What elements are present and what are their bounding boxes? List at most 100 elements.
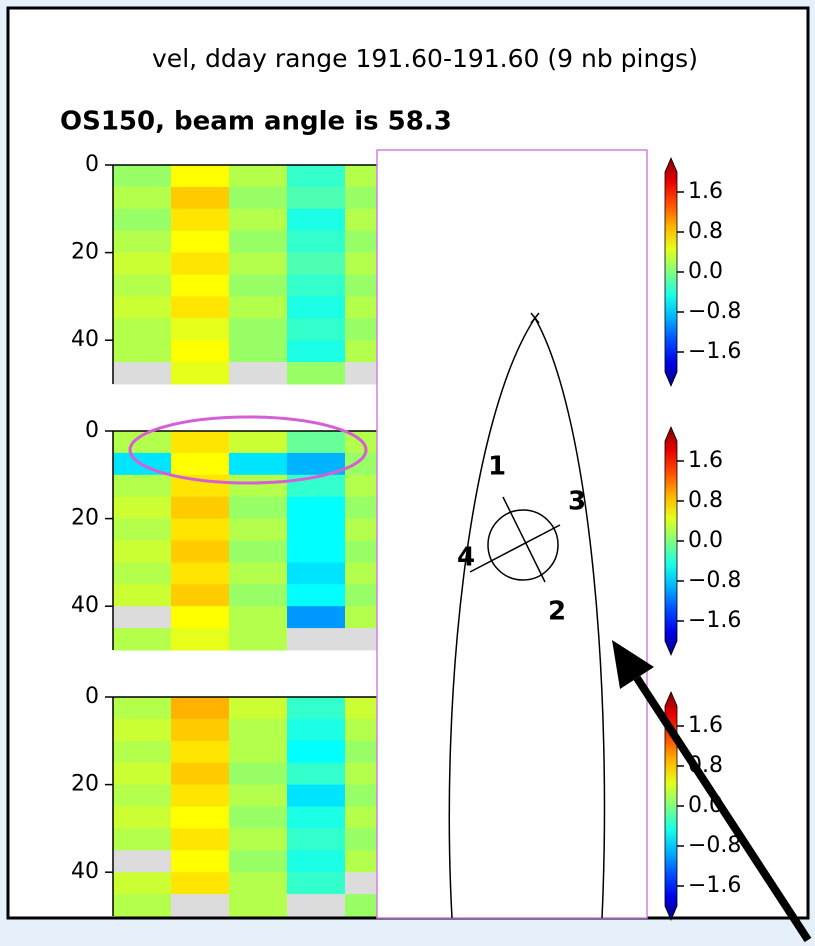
y-tick-label: 20 (71, 240, 99, 265)
heatmap-cell (113, 540, 172, 563)
heatmap-cell (113, 252, 172, 275)
arrow-shaft (633, 675, 812, 943)
heatmap-cell (287, 584, 346, 607)
heatmap-cell (229, 628, 288, 651)
heatmap-cell (171, 697, 230, 720)
colorbar-tick-label: −1.6 (688, 873, 741, 898)
colorbar-tick-label: −0.8 (688, 299, 741, 324)
heatmap-cell (171, 762, 230, 786)
heatmap-cell (113, 828, 172, 851)
heatmap-cell (287, 894, 346, 917)
heatmap-cell (287, 208, 346, 232)
heatmap-cell (171, 362, 230, 385)
y-tick-label: 0 (85, 152, 99, 177)
heatmap-cell (229, 230, 288, 254)
beam-label: 2 (548, 597, 566, 627)
colorbar (664, 690, 678, 922)
heatmap-cell (113, 165, 172, 188)
beam-axis (502, 496, 546, 583)
heatmap-cell (113, 762, 172, 786)
heatmap-cell (113, 362, 172, 385)
beam-label: 4 (457, 543, 475, 573)
heatmap-cell (287, 296, 346, 319)
y-tick-label: 20 (71, 772, 99, 797)
colorbar-tick-label: 1.6 (688, 448, 723, 473)
heatmap-cell (171, 165, 230, 188)
heatmap-cell (287, 318, 346, 341)
heatmap-cell (229, 296, 288, 319)
heatmap-cell (113, 697, 172, 720)
heatmap-cell (287, 806, 346, 829)
heatmap-cell (229, 718, 288, 742)
y-tick-label: 40 (71, 327, 99, 352)
heatmap-cell (287, 165, 346, 188)
heatmap-cell (113, 872, 172, 895)
heatmap-cell (171, 894, 230, 917)
heatmap-cell (171, 186, 230, 210)
colorbar-tick-label: 1.6 (688, 713, 723, 738)
heatmap-cell (113, 340, 172, 363)
arrow-head (612, 640, 654, 689)
y-tick-label: 0 (85, 418, 99, 443)
heatmap-cell (229, 274, 288, 297)
heatmap-cell (113, 518, 172, 541)
heatmap-cell (113, 740, 172, 764)
colorbar-tick-label: 0.8 (688, 488, 723, 513)
heatmap-cell (171, 296, 230, 319)
colorbar-tick-label: 1.6 (688, 179, 723, 204)
heatmap-cell (229, 740, 288, 764)
heatmap-cell (113, 894, 172, 917)
heatmap-cell (171, 584, 230, 607)
colorbars: 1.60.80.0−0.8−1.61.60.80.0−0.8−1.61.60.8… (664, 156, 741, 922)
heatmap-cell (287, 230, 346, 254)
heatmap-cell (287, 850, 346, 873)
beam-axis (469, 524, 561, 573)
heatmap-cell (171, 431, 230, 454)
heatmap-cell (287, 431, 346, 454)
heatmap-cell (171, 850, 230, 873)
heatmap-cell (229, 362, 288, 385)
heatmap-cell (229, 518, 288, 541)
heatmap-cell (229, 208, 288, 232)
heatmap-cell (113, 806, 172, 829)
heatmap-cell (113, 606, 172, 629)
plots: 0 20 40 0 20 40 0 20 40 (71, 152, 404, 917)
heatmap-cell (113, 562, 172, 585)
colorbar-tick-label: −0.8 (688, 568, 741, 593)
heatmap-cell (171, 540, 230, 563)
beam-overlay (376, 149, 648, 919)
heatmap-cell (229, 784, 288, 807)
heatmap-cell (229, 894, 288, 917)
colorbar-tick-label: −1.6 (688, 339, 741, 364)
pointer-arrow (612, 640, 812, 943)
heatmap-cell (287, 496, 346, 520)
colorbar (664, 425, 678, 657)
heatmap-cell (171, 340, 230, 363)
heatmap-cell (113, 496, 172, 520)
heatmap-cell (287, 274, 346, 297)
colorbar-tick-label: 0.0 (688, 528, 723, 553)
heatmap-cell (171, 252, 230, 275)
heatmap-cell (171, 518, 230, 541)
y-tick-label: 40 (71, 859, 99, 884)
heatmap-cell (287, 340, 346, 363)
heatmap-cell (113, 230, 172, 254)
y-tick-label: 20 (71, 506, 99, 531)
heatmap-cell (171, 628, 230, 651)
heatmap-cell (229, 762, 288, 786)
heatmap-cell (229, 562, 288, 585)
heatmap-cell (229, 474, 288, 498)
heatmap-cell (113, 208, 172, 232)
colorbar-tick-label: 0.8 (688, 219, 723, 244)
heatmap-cell (229, 431, 288, 454)
heatmap-cell (113, 296, 172, 319)
bow-mark (530, 312, 540, 324)
heatmap-cell (113, 318, 172, 341)
heatmap-cell (113, 628, 172, 651)
heatmap-cell (229, 828, 288, 851)
heatmap-cell (171, 496, 230, 520)
highlight-ellipse (128, 415, 368, 485)
heatmap-cell (171, 784, 230, 807)
heatmap-cell (229, 165, 288, 188)
heatmap-cell (287, 362, 346, 385)
